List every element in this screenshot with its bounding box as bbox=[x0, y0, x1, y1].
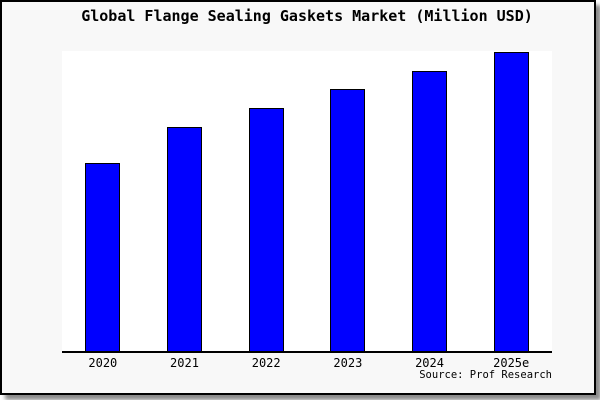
source-credit: Source: Prof Research bbox=[419, 369, 552, 381]
x-tick-label-2023: 2023 bbox=[333, 356, 363, 370]
bar-2025e bbox=[493, 51, 529, 351]
bar-slot bbox=[144, 51, 226, 351]
bar-2023 bbox=[330, 88, 366, 351]
x-tick-label-2021: 2021 bbox=[170, 356, 199, 370]
bar-2022 bbox=[248, 107, 284, 351]
bar-2021 bbox=[167, 126, 202, 351]
bar-2024 bbox=[412, 70, 448, 351]
x-tick-label-2025e: 2025e bbox=[493, 356, 530, 370]
bar-slot bbox=[225, 51, 307, 351]
plot-area bbox=[62, 51, 552, 353]
x-tick-label-2024: 2024 bbox=[415, 356, 444, 370]
bar-slot bbox=[389, 51, 471, 351]
bar-slot bbox=[470, 51, 552, 351]
bar-slot bbox=[307, 51, 389, 351]
x-tick-label-2020: 2020 bbox=[88, 356, 118, 370]
chart-title: Global Flange Sealing Gaskets Market (Mi… bbox=[81, 7, 533, 25]
x-tick-label-2022: 2022 bbox=[251, 356, 281, 370]
bar-2020 bbox=[85, 163, 121, 351]
bar-slot bbox=[62, 51, 144, 351]
x-axis-labels: 2020 2021 2022 2023 2024 2025e bbox=[62, 356, 552, 370]
